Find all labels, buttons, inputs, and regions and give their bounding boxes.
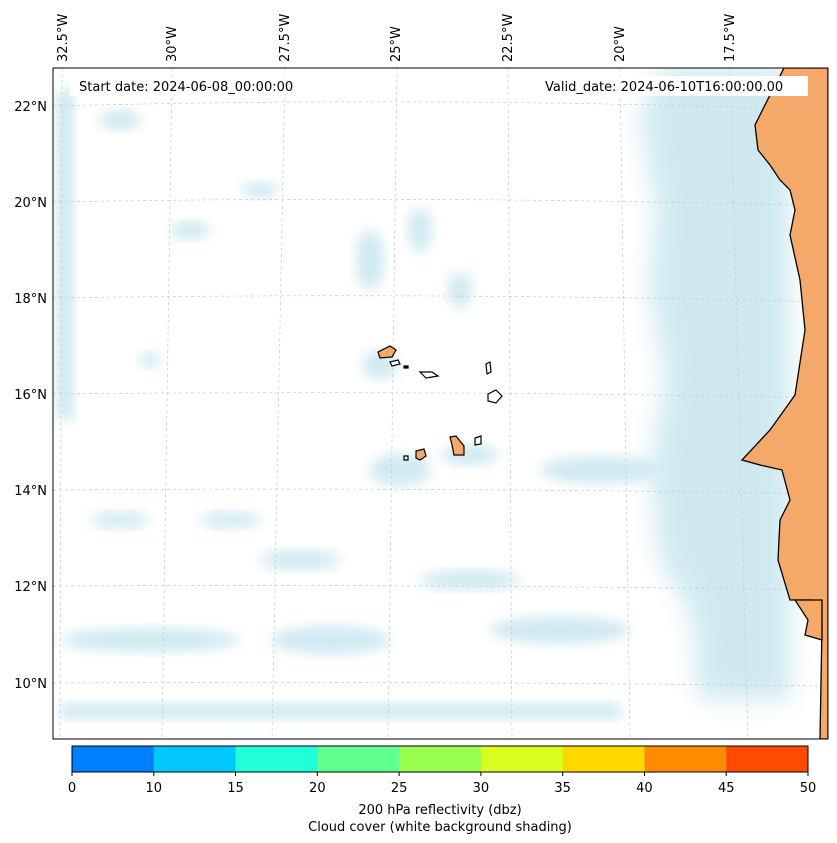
longitude-labels: 32.5°W 30°W 27.5°W 25°W 22.5°W 20°W 17.5… — [56, 14, 738, 62]
start-date-text: Start date: 2024-06-08_00:00:00 — [79, 80, 293, 95]
lon-label: 27.5°W — [278, 14, 293, 62]
cape-verde-islands — [377, 345, 503, 461]
lat-label: 20°N — [14, 196, 47, 211]
lon-label: 30°W — [165, 26, 180, 62]
colorbar-swatch — [235, 746, 318, 772]
colorbar-swatch — [726, 746, 809, 772]
colorbar-tick-label: 45 — [718, 781, 735, 796]
colorbar-tick-label: 35 — [554, 781, 571, 796]
colorbar-swatch — [399, 746, 482, 772]
lon-label: 22.5°W — [501, 14, 516, 62]
lat-label: 18°N — [14, 292, 47, 307]
colorbar-tick-label: 0 — [68, 781, 76, 796]
start-date-box: Start date: 2024-06-08_00:00:00 — [70, 76, 315, 96]
island-boa-vista — [487, 389, 503, 404]
colorbar: 0 10 15 20 25 30 35 40 45 50 200 hPa reflectivity… — [68, 745, 816, 835]
island-santo-antao — [377, 345, 397, 359]
lat-label: 14°N — [14, 484, 47, 499]
colorbar-swatch — [317, 746, 400, 772]
colorbar-swatch — [480, 746, 564, 772]
colorbar-swatch — [72, 746, 155, 772]
island-santiago — [449, 435, 465, 456]
colorbar-swatches — [72, 746, 809, 772]
lat-label: 10°N — [14, 677, 47, 692]
island-sao-vicente — [389, 359, 401, 367]
colorbar-swatch — [644, 746, 727, 772]
map-panel: Start date: 2024-06-08_00:00:00 Valid_da… — [53, 68, 828, 739]
lon-label: 17.5°W — [723, 14, 738, 62]
colorbar-tick-label: 20 — [309, 781, 326, 796]
colorbar-tick-label: 25 — [391, 781, 408, 796]
valid-date-text: Valid_date: 2024-06-10T16:00:00.00 — [545, 80, 783, 95]
lat-label: 12°N — [14, 580, 47, 595]
lat-label: 22°N — [14, 100, 47, 115]
gridlines — [53, 68, 828, 739]
colorbar-label: 200 hPa reflectivity (dbz) — [358, 803, 521, 818]
colorbar-ticks: 0 10 15 20 25 30 35 40 45 50 — [68, 772, 816, 796]
lon-label: 25°W — [389, 26, 404, 62]
coastline-guinea — [793, 599, 823, 641]
colorbar-swatch — [153, 746, 237, 772]
lon-label: 32.5°W — [56, 14, 71, 62]
map-frame — [52, 67, 829, 740]
island-fogo — [415, 448, 427, 461]
island-sao-nicolau — [418, 371, 440, 379]
colorbar-frame — [71, 745, 809, 773]
africa-land — [740, 68, 828, 739]
lon-label: 20°W — [613, 26, 628, 62]
colorbar-tick-label: 30 — [473, 781, 490, 796]
lat-label: 16°N — [14, 388, 47, 403]
island-brava — [403, 455, 409, 461]
island-santa-luzia — [403, 365, 409, 369]
colorbar-tick-label: 15 — [227, 781, 244, 796]
colorbar-tick-label: 50 — [800, 781, 817, 796]
colorbar-tick-label: 10 — [146, 781, 163, 796]
island-sal — [485, 361, 492, 375]
latitude-labels: 22°N 20°N 18°N 16°N 14°N 12°N 10°N — [14, 100, 47, 692]
island-maio — [474, 435, 482, 446]
colorbar-tick-label: 40 — [636, 781, 653, 796]
cloud-shading — [56, 68, 790, 719]
colorbar-swatch — [562, 746, 645, 772]
colorbar-sublabel: Cloud cover (white background shading) — [308, 820, 572, 835]
valid-date-box: Valid_date: 2024-06-10T16:00:00.00 — [536, 76, 808, 96]
